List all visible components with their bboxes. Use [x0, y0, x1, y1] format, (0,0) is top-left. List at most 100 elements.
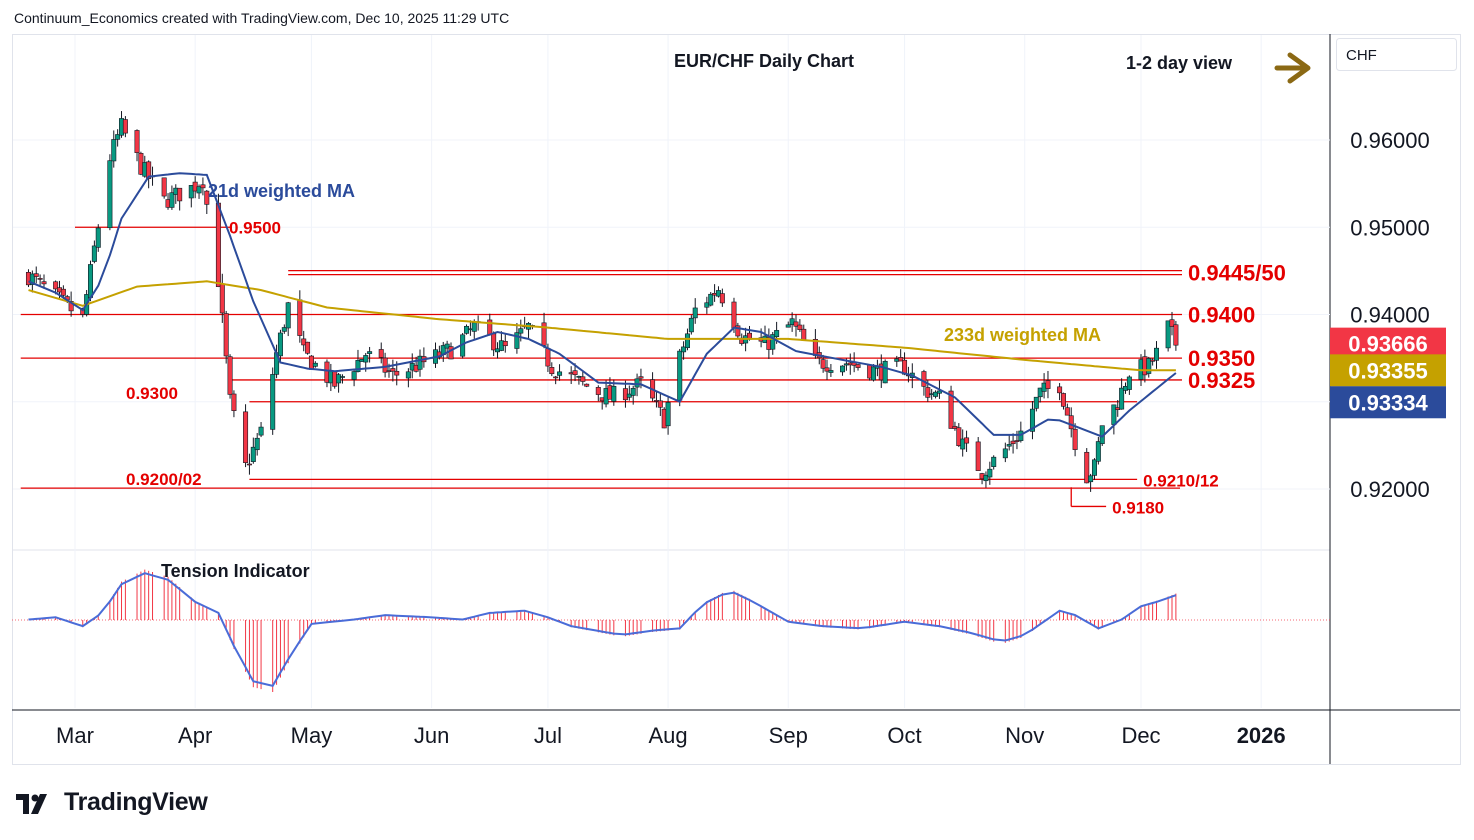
candle-body — [1173, 324, 1179, 346]
candle-body — [1045, 380, 1051, 389]
candle-body — [250, 446, 256, 462]
candle-body — [638, 376, 644, 379]
candle-body — [444, 343, 450, 349]
x-tick-label: Sep — [769, 723, 808, 748]
candle-body — [502, 341, 508, 347]
candle-body — [785, 324, 791, 328]
x-tick-label: Oct — [887, 723, 921, 748]
candle-body — [983, 474, 989, 482]
candle-body — [107, 160, 113, 229]
candle-body — [1095, 441, 1101, 462]
candle-body — [1010, 440, 1016, 445]
candle-body — [1154, 347, 1160, 361]
candle-body — [1002, 448, 1008, 459]
candle-body — [394, 370, 400, 376]
candle-body — [161, 177, 167, 197]
x-tick-label: Jul — [534, 723, 562, 748]
candle-body — [204, 190, 210, 205]
level-label: 0.9350 — [1188, 346, 1255, 371]
candle-body — [611, 385, 617, 402]
y-tick-label: 0.92000 — [1350, 477, 1430, 502]
candle-body — [1091, 459, 1097, 476]
candle-body — [297, 299, 303, 336]
candle-body — [471, 322, 477, 332]
candle-body — [964, 437, 970, 444]
candle-body — [855, 364, 861, 368]
candle-body — [1084, 451, 1090, 484]
candle-body — [1057, 386, 1063, 394]
candle-body — [735, 325, 741, 337]
candle-body — [41, 281, 47, 285]
candle-body — [355, 360, 361, 372]
candle-body — [549, 367, 555, 375]
x-tick-label: Jun — [414, 723, 449, 748]
candle-body — [882, 360, 888, 384]
tradingview-logo-icon — [16, 793, 47, 814]
candle-body — [557, 371, 563, 376]
candle-body — [281, 327, 287, 332]
grid-lines — [13, 35, 1330, 708]
wma21-value-tag: 0.93334 — [1348, 390, 1428, 415]
candle-body — [991, 456, 997, 467]
candle-body — [270, 374, 276, 430]
y-tick-label: 0.96000 — [1350, 128, 1430, 153]
candle-body — [115, 134, 121, 140]
tension-indicator: Tension Indicator — [12, 561, 1330, 692]
candle-body — [572, 370, 578, 376]
level-label: 0.9400 — [1188, 303, 1255, 328]
symbol-tag-box — [1336, 38, 1457, 71]
wma21-label: 21d weighted MA — [208, 181, 355, 201]
moving-averages — [28, 172, 1177, 438]
wma21-value-tag-box — [1330, 386, 1446, 419]
candle-body — [188, 185, 194, 199]
candle-body — [801, 328, 807, 341]
candle-body — [774, 330, 780, 338]
candle-body — [956, 427, 962, 446]
candle-body — [231, 393, 237, 411]
x-tick-label: Aug — [649, 723, 688, 748]
candle-body — [53, 281, 59, 290]
candle-body — [177, 187, 183, 202]
candle-body — [681, 346, 687, 353]
tradingview-logo: TradingView — [14, 788, 208, 817]
candle-body — [37, 278, 43, 280]
level-label: 0.9500 — [229, 218, 281, 237]
wma233-value-tag: 0.93355 — [1348, 358, 1428, 383]
candle-body — [1006, 444, 1012, 447]
candle-body — [1037, 387, 1043, 398]
candle-body — [770, 334, 776, 350]
candle-body — [1165, 320, 1171, 349]
candle-body — [200, 184, 206, 189]
candle-body — [1060, 393, 1066, 407]
candle-body — [227, 356, 233, 395]
candle-body — [960, 438, 966, 450]
candle-body — [312, 362, 318, 367]
tension-title: Tension Indicator — [161, 561, 310, 581]
x-tick-label: Nov — [1005, 723, 1044, 748]
candle-body — [553, 376, 559, 379]
candle-body — [518, 328, 524, 334]
candle-body — [1088, 475, 1094, 483]
candle-body — [677, 350, 683, 401]
candle-body — [692, 307, 698, 319]
candle-body — [219, 283, 225, 314]
candle-body — [1029, 408, 1035, 432]
panel-borders — [12, 34, 1461, 765]
candle-body — [634, 378, 640, 388]
candle-body — [925, 387, 931, 398]
symbol-tag: CHF — [1346, 47, 1377, 64]
tension-line — [28, 572, 1177, 687]
candle-body — [688, 317, 694, 333]
level-label: 0.9200/02 — [126, 470, 202, 489]
y-tick-label: 0.94000 — [1350, 303, 1430, 328]
chart-frame — [12, 34, 1461, 765]
candle-body — [684, 333, 690, 349]
level-label: 0.9300 — [126, 384, 178, 403]
candle-body — [111, 139, 117, 162]
candle-body — [595, 387, 601, 395]
candle-body — [793, 321, 799, 327]
candle-body — [417, 355, 423, 370]
candle-body — [630, 388, 636, 396]
candle-body — [308, 355, 314, 370]
